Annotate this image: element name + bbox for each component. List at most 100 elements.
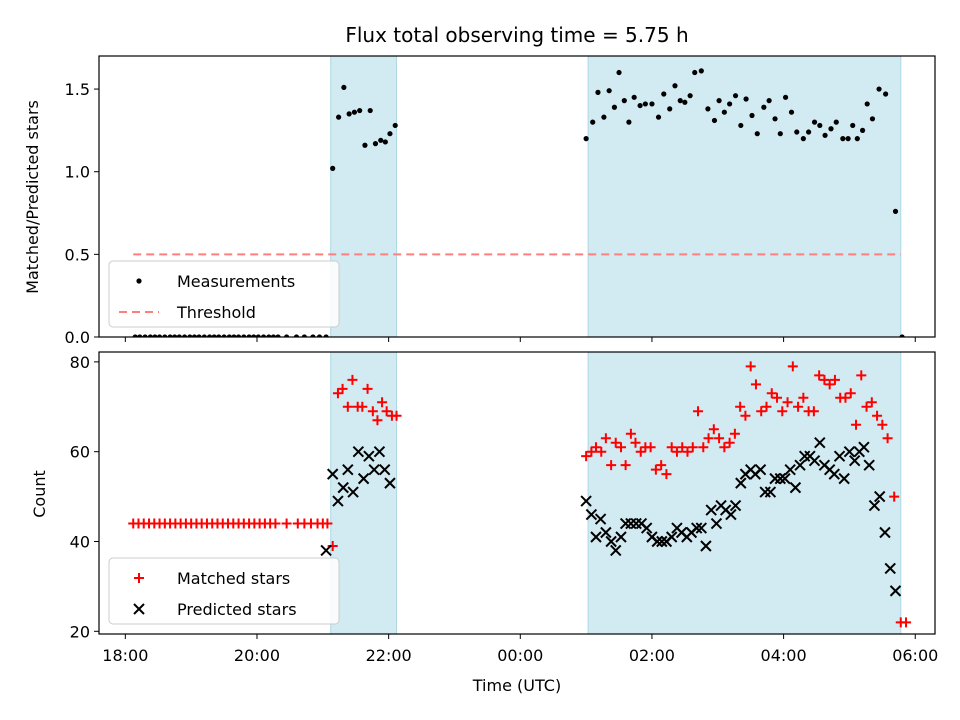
measurement-point (176, 334, 182, 337)
predicted-star-point (838, 472, 850, 485)
measurement-point (667, 106, 673, 112)
data-layer (132, 68, 905, 337)
measurement-point (606, 88, 612, 94)
measurement-point (854, 136, 860, 142)
measurement-point (892, 208, 899, 214)
matched-star-point (367, 406, 378, 417)
predicted-star-point (884, 562, 896, 575)
measurement-point (246, 334, 252, 337)
matched-star-point (687, 442, 698, 453)
measurement-point (869, 116, 876, 122)
matched-star-point (782, 397, 793, 408)
predicted-star-point (794, 459, 806, 471)
measurement-point (372, 141, 379, 147)
measurement-point (382, 139, 388, 145)
measurement-point (362, 142, 368, 148)
measurement-point (794, 129, 800, 135)
predicted-star-point (605, 535, 617, 548)
y-tick-label: 1.5 (65, 80, 90, 99)
matched-star-point (357, 401, 368, 412)
predicted-star-point (347, 486, 359, 498)
measurement-point (766, 98, 772, 104)
y-tick-label: 20 (70, 622, 90, 641)
legend-label: Measurements (177, 272, 295, 291)
measurement-point (828, 126, 834, 132)
matched-star-point (322, 518, 333, 529)
predicted-star-point (640, 522, 653, 534)
matched-star-point (656, 460, 667, 471)
count-panel: 20 40 60 80 18:00 20:00 22:00 00:00 02:00 04:00 06… (70, 351, 938, 665)
measurement-point (392, 122, 398, 129)
matched-star-point (377, 397, 388, 408)
matched-star-point (693, 406, 704, 417)
measurement-point (172, 334, 178, 337)
measurement-point (255, 334, 261, 337)
measurement-point (687, 93, 693, 99)
predicted-star-point (725, 508, 737, 521)
measurement-point (698, 68, 704, 74)
y-axis-label-count: Count (30, 470, 49, 518)
measurement-point (899, 334, 905, 337)
matched-star-point (372, 415, 383, 426)
x-axis-label: Time (UTC) (472, 676, 561, 695)
y-tick-label: 0.5 (65, 245, 90, 264)
matched-star-point (381, 406, 392, 417)
predicted-star-point (665, 531, 678, 543)
matched-star-point (682, 446, 693, 457)
matched-star-point (342, 401, 353, 412)
observing-band-0 (330, 55, 398, 338)
measurement-point (761, 104, 767, 110)
measurement-point (351, 109, 358, 115)
matched-star-point (666, 442, 677, 453)
x-tick-label: 22:00 (366, 646, 412, 665)
measurement-point (772, 116, 778, 122)
matched-star-point (872, 410, 883, 421)
matched-star-point (882, 433, 893, 444)
matched-star-point (650, 464, 661, 475)
measurement-point (583, 136, 589, 142)
y-tick-label: 1.0 (65, 163, 90, 182)
matched-star-point (586, 446, 597, 457)
measurement-point (284, 334, 290, 337)
predicted-star-point (868, 499, 881, 512)
measurement-point (221, 334, 227, 337)
measurement-point (777, 131, 783, 137)
measurement-point (661, 91, 667, 97)
matched-star-point (671, 446, 682, 457)
matched-star-point (814, 370, 825, 381)
chart-title: Flux total observing time = 5.75 h (345, 23, 688, 47)
measurement-point (677, 98, 683, 104)
matched-star-point (337, 383, 348, 394)
y-tick-label: 60 (70, 443, 90, 462)
measurement-point (788, 109, 795, 115)
measurement-point (251, 334, 257, 337)
matched-star-point (861, 401, 872, 412)
ratio-panel: 0.0 0.5 1.0 1.5 Measurements Threshold (65, 55, 936, 347)
x-tick-label: 04:00 (761, 646, 807, 665)
measurement-point (142, 334, 148, 337)
legend-marker-measurements (136, 278, 142, 284)
matched-star-point (819, 374, 830, 385)
matched-star-point (281, 518, 292, 529)
predicted-star-point (332, 495, 344, 507)
predicted-star-point (789, 481, 802, 494)
measurement-point (152, 334, 158, 337)
measurement-point (817, 122, 823, 129)
predicted-star-point (848, 454, 861, 467)
predicted-star-point (320, 544, 332, 557)
measurement-point (216, 334, 222, 337)
matched-star-point (777, 406, 788, 417)
predicted-star-point (615, 531, 627, 543)
matched-star-point (625, 428, 636, 439)
measurement-point (649, 101, 655, 107)
legend-label: Predicted stars (177, 600, 297, 619)
predicted-star-point (843, 445, 856, 458)
measurement-point (727, 101, 733, 107)
measurement-point (655, 114, 662, 120)
matched-star-point (332, 388, 343, 399)
measurement-point (196, 334, 202, 337)
matched-star-point (798, 392, 809, 403)
predicted-star-point (705, 504, 717, 516)
measurement-point (721, 109, 727, 115)
measurement-point (270, 334, 277, 337)
